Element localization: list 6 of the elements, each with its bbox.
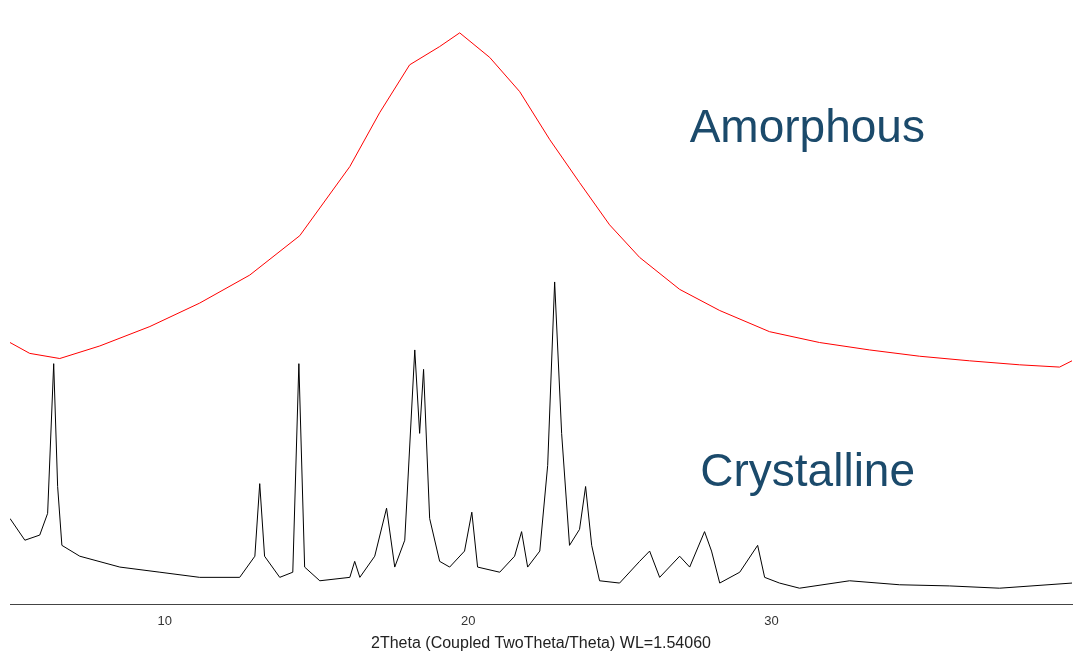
series-label: Crystalline <box>700 444 916 497</box>
x-tick-label: 10 <box>157 612 172 628</box>
x-tick-label: 30 <box>764 612 779 628</box>
x-tick-label: 20 <box>460 612 476 628</box>
text: Amorphous <box>689 99 925 152</box>
x-axis-title: 2Theta (Coupled TwoTheta/Theta) WL=1.54060 <box>371 633 712 651</box>
